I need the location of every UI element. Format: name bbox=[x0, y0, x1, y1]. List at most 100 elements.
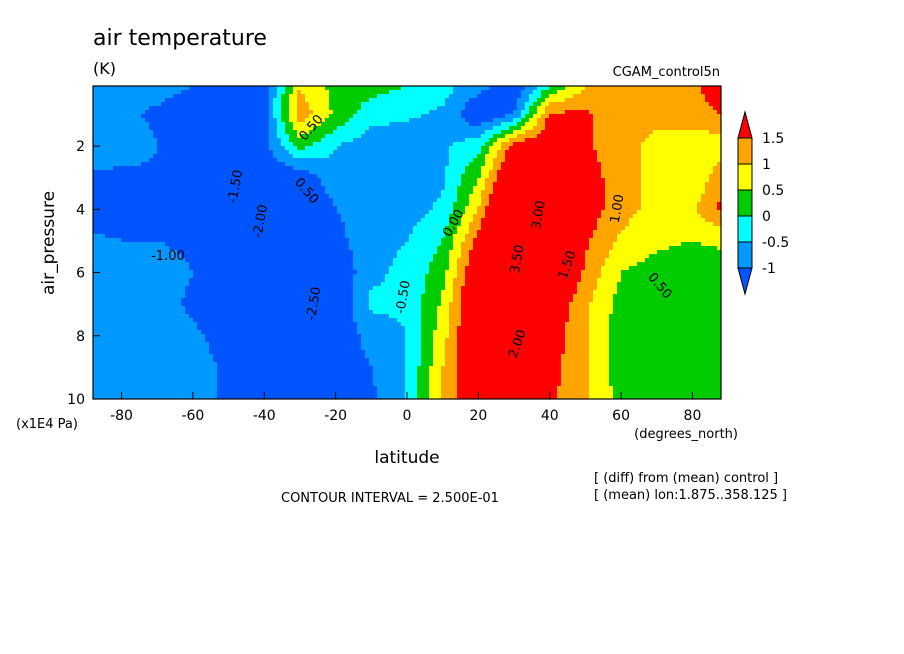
field-cell bbox=[209, 394, 214, 399]
field-cell bbox=[217, 166, 222, 171]
field-cell bbox=[97, 158, 102, 163]
field-cell bbox=[197, 178, 202, 183]
field-cell bbox=[209, 238, 214, 243]
field-cell bbox=[129, 142, 134, 147]
field-cell bbox=[261, 302, 266, 307]
field-cell bbox=[145, 334, 150, 339]
field-cell bbox=[285, 242, 290, 247]
field-cell bbox=[237, 254, 242, 259]
field-cell bbox=[297, 110, 302, 115]
field-cell bbox=[225, 106, 230, 111]
field-cell bbox=[177, 306, 182, 311]
field-cell bbox=[225, 98, 230, 103]
field-cell bbox=[317, 334, 322, 339]
field-cell bbox=[281, 106, 286, 111]
field-cell bbox=[105, 362, 110, 367]
field-cell bbox=[265, 326, 270, 331]
field-cell bbox=[305, 334, 310, 339]
field-cell bbox=[313, 214, 318, 219]
field-cell bbox=[209, 250, 214, 255]
field-cell bbox=[305, 238, 310, 243]
field-cell bbox=[213, 286, 218, 291]
field-cell bbox=[297, 218, 302, 223]
field-cell bbox=[277, 374, 282, 379]
field-cell bbox=[257, 342, 262, 347]
field-cell bbox=[153, 198, 158, 203]
field-cell bbox=[305, 162, 310, 167]
field-cell bbox=[337, 370, 342, 375]
field-cell bbox=[109, 198, 114, 203]
field-cell bbox=[321, 190, 326, 195]
field-cell bbox=[293, 278, 298, 283]
field-cell bbox=[141, 94, 146, 99]
field-cell bbox=[121, 266, 126, 271]
field-cell bbox=[185, 202, 190, 207]
field-cell bbox=[133, 182, 138, 187]
field-cell bbox=[261, 142, 266, 147]
field-cell bbox=[109, 254, 114, 259]
field-cell bbox=[149, 222, 154, 227]
field-cell bbox=[137, 258, 142, 263]
field-cell bbox=[153, 266, 158, 271]
field-cell bbox=[181, 222, 186, 227]
field-cell bbox=[153, 390, 158, 395]
field-cell bbox=[277, 338, 282, 343]
field-cell bbox=[197, 314, 202, 319]
field-cell bbox=[197, 282, 202, 287]
field-cell bbox=[225, 190, 230, 195]
field-cell bbox=[181, 234, 186, 239]
field-cell bbox=[281, 214, 286, 219]
field-cell bbox=[265, 278, 270, 283]
field-cell bbox=[189, 266, 194, 271]
field-cell bbox=[313, 342, 318, 347]
field-cell bbox=[177, 270, 182, 275]
field-cell bbox=[317, 86, 322, 91]
field-cell bbox=[165, 274, 170, 279]
field-cell bbox=[205, 390, 210, 395]
field-cell bbox=[293, 310, 298, 315]
field-cell bbox=[317, 290, 322, 295]
field-cell bbox=[241, 358, 246, 363]
field-cell bbox=[165, 366, 170, 371]
field-cell bbox=[241, 382, 246, 387]
field-cell bbox=[149, 214, 154, 219]
field-cell bbox=[125, 98, 130, 103]
field-cell bbox=[169, 262, 174, 267]
field-cell bbox=[169, 306, 174, 311]
field-cell bbox=[125, 242, 130, 247]
field-cell bbox=[225, 230, 230, 235]
field-cell bbox=[113, 186, 118, 191]
field-cell bbox=[113, 206, 118, 211]
field-cell bbox=[209, 310, 214, 315]
field-cell bbox=[317, 250, 322, 255]
field-cell bbox=[273, 214, 278, 219]
field-cell bbox=[109, 118, 114, 123]
field-cell bbox=[181, 370, 186, 375]
field-cell bbox=[177, 246, 182, 251]
field-cell bbox=[177, 370, 182, 375]
field-cell bbox=[169, 362, 174, 367]
field-cell bbox=[273, 294, 278, 299]
field-cell bbox=[149, 146, 154, 151]
field-cell bbox=[149, 162, 154, 167]
field-cell bbox=[117, 338, 122, 343]
field-cell bbox=[169, 226, 174, 231]
field-cell bbox=[261, 222, 266, 227]
field-cell bbox=[145, 390, 150, 395]
field-cell bbox=[121, 350, 126, 355]
field-cell bbox=[297, 134, 302, 139]
field-cell bbox=[229, 362, 234, 367]
field-cell bbox=[189, 278, 194, 283]
field-cell bbox=[193, 338, 198, 343]
field-cell bbox=[273, 122, 278, 127]
field-cell bbox=[309, 386, 314, 391]
field-cell bbox=[221, 238, 226, 243]
field-cell bbox=[137, 306, 142, 311]
field-cell bbox=[241, 310, 246, 315]
field-cell bbox=[333, 186, 338, 191]
field-cell bbox=[145, 166, 150, 171]
field-cell bbox=[121, 146, 126, 151]
field-cell bbox=[281, 234, 286, 239]
field-cell bbox=[341, 114, 346, 119]
field-cell bbox=[129, 350, 134, 355]
